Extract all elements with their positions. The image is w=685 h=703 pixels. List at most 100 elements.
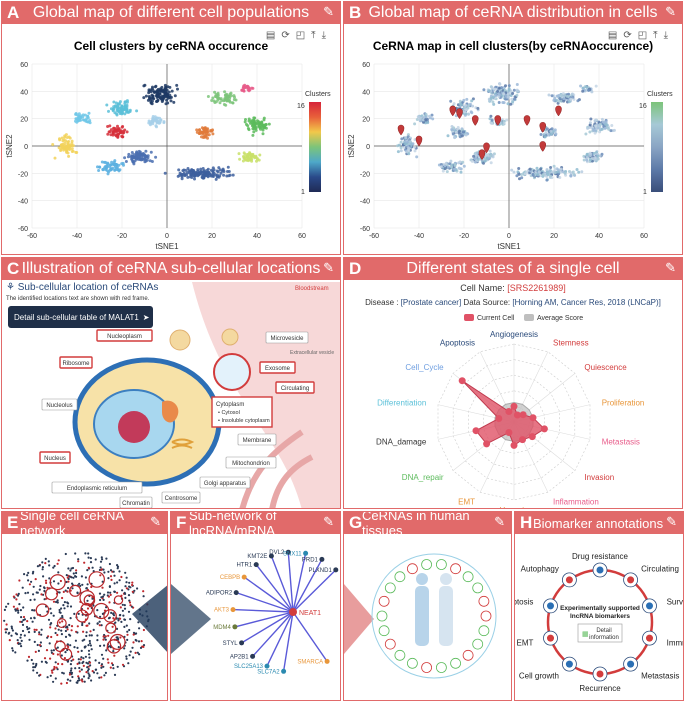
radar-point[interactable] [495, 415, 503, 422]
gene-node[interactable] [281, 668, 287, 674]
location-pin-icon[interactable] [456, 108, 463, 120]
nucleoplasm-label[interactable]: Nucleoplasm [96, 329, 153, 342]
tissue-icon[interactable] [384, 638, 396, 650]
gene-node[interactable] [303, 550, 309, 556]
tissue-icon[interactable] [462, 649, 474, 661]
radar-point[interactable] [513, 411, 521, 419]
location-pin-icon[interactable] [397, 124, 405, 136]
tissue-icon[interactable] [478, 625, 490, 637]
tissue-icon[interactable] [436, 559, 447, 570]
radar-point[interactable] [483, 440, 491, 448]
gene-node[interactable] [239, 640, 245, 646]
radar-point[interactable] [510, 402, 518, 410]
tissue-icon[interactable] [378, 625, 390, 637]
location-pin-icon[interactable] [555, 105, 562, 117]
microvesicle-label[interactable]: Microvesicle [265, 331, 309, 344]
pin-icon[interactable]: ✎ [665, 260, 676, 275]
gene-node[interactable] [233, 590, 239, 596]
detail-table-button[interactable]: Detail sub-cellular table of MALAT1 ➤ [8, 306, 153, 328]
network-graph[interactable] [2, 534, 168, 700]
chart-toolbar[interactable]: ▤⟳◰⤒⤓ [607, 30, 674, 41]
tissue-icon[interactable] [407, 563, 418, 575]
radar-point[interactable] [519, 436, 526, 444]
radar-chart[interactable]: Current Cell Average Score Angiogenesis Ste… [344, 312, 683, 509]
tissue-icon[interactable] [376, 610, 388, 622]
radar-point[interactable] [472, 427, 480, 435]
ribosome-label[interactable]: Ribosome [59, 356, 93, 369]
location-pin-icon[interactable] [472, 115, 479, 126]
tissue-icon[interactable] [480, 610, 492, 622]
location-pin-icon[interactable] [478, 149, 486, 161]
golgi-label[interactable]: Golgi apparatus [199, 476, 251, 489]
exosome-label[interactable]: Exosome [259, 361, 296, 374]
nucleus-label[interactable]: Nucleus [39, 451, 71, 464]
location-pin-icon[interactable] [449, 105, 456, 117]
radar-point[interactable] [528, 433, 536, 441]
pin-icon[interactable]: ✎ [494, 514, 505, 529]
hub-node[interactable] [289, 608, 297, 616]
tissue-icon[interactable] [378, 595, 390, 607]
pin-icon[interactable]: ✎ [666, 514, 677, 529]
location-pin-icon[interactable] [483, 142, 490, 154]
location-pin-icon[interactable] [539, 141, 546, 152]
chart-toolbar[interactable]: ▤⟳◰⤒⤓ [265, 30, 332, 41]
location-pin-icon[interactable] [415, 135, 423, 147]
tissue-icon[interactable] [462, 571, 474, 583]
tissue-icon[interactable] [478, 595, 490, 607]
gene-node[interactable] [241, 574, 247, 580]
gene-node[interactable] [319, 556, 325, 562]
tissue-icon[interactable] [450, 657, 461, 669]
tissue-icon[interactable] [407, 657, 418, 669]
radar-point[interactable] [505, 408, 513, 415]
centrosome-label[interactable]: Centrosome [161, 491, 201, 504]
radar-point[interactable] [540, 425, 548, 433]
circulating-label[interactable]: Circulating [275, 381, 315, 394]
tsne-scatter-b[interactable]: 60 40 20 0 -20 -40 -60-60 -40 -20 0 20 40 60 tSNE1 tSN… [344, 26, 683, 255]
tissue-icon[interactable] [394, 649, 406, 661]
radar-point[interactable] [510, 441, 518, 449]
pin-icon[interactable]: ✎ [323, 514, 334, 529]
tissue-map[interactable] [344, 534, 512, 700]
gene-node[interactable] [285, 549, 291, 555]
radar-legend[interactable]: Current Cell Average Score [464, 314, 583, 322]
tissue-icon[interactable] [472, 582, 484, 594]
radar-point[interactable] [529, 414, 537, 422]
biomarker-wheel[interactable]: Experimentally supported lncRNA biomarker… [515, 534, 684, 700]
gene-node[interactable] [250, 653, 256, 659]
tissue-icon[interactable] [421, 559, 432, 570]
er-label[interactable]: Endoplasmic reticulum [51, 481, 143, 494]
gene-node[interactable] [253, 562, 259, 568]
gene-node[interactable] [232, 624, 238, 630]
gene-node[interactable] [268, 553, 274, 559]
pin-icon[interactable]: ✎ [665, 4, 676, 19]
mitochondrion-label[interactable]: Mitochondrion [225, 456, 277, 469]
cytoplasm-label[interactable]: Cytoplasm • Cytosol • Insoluble cytoplasm [211, 396, 273, 428]
pin-icon[interactable]: ✎ [323, 4, 334, 19]
cell-name-value[interactable]: [SRS2261989] [507, 283, 566, 293]
tissue-icon[interactable] [436, 662, 447, 673]
nucleolus-label[interactable]: Nucleolus [41, 398, 78, 411]
tissue-icon[interactable] [394, 571, 406, 583]
tissue-icon[interactable] [421, 662, 432, 673]
location-pin-icon[interactable] [494, 115, 501, 126]
tsne-scatter-a[interactable]: 60 40 20 0 -20 -40 -60-60 -40 -20 0 20 40 60 tSNE1 tSN… [2, 26, 341, 255]
gene-node[interactable] [230, 607, 236, 613]
chromatin-label[interactable]: Chromatin [119, 496, 153, 508]
gene-node[interactable] [333, 567, 339, 573]
pin-icon[interactable]: ✎ [323, 260, 334, 275]
radar-point[interactable] [458, 377, 466, 385]
radar-point[interactable] [519, 411, 527, 419]
radar-point[interactable] [505, 429, 513, 436]
pin-icon[interactable]: ✎ [150, 514, 161, 529]
tissue-icon[interactable] [450, 563, 461, 575]
tissue-icon[interactable] [472, 638, 484, 650]
tissue-icon[interactable] [384, 582, 396, 594]
membrane-label[interactable]: Membrane [237, 433, 277, 446]
gene-node[interactable] [264, 663, 270, 669]
location-pin-icon[interactable] [523, 115, 531, 126]
gene-node[interactable] [324, 658, 330, 664]
